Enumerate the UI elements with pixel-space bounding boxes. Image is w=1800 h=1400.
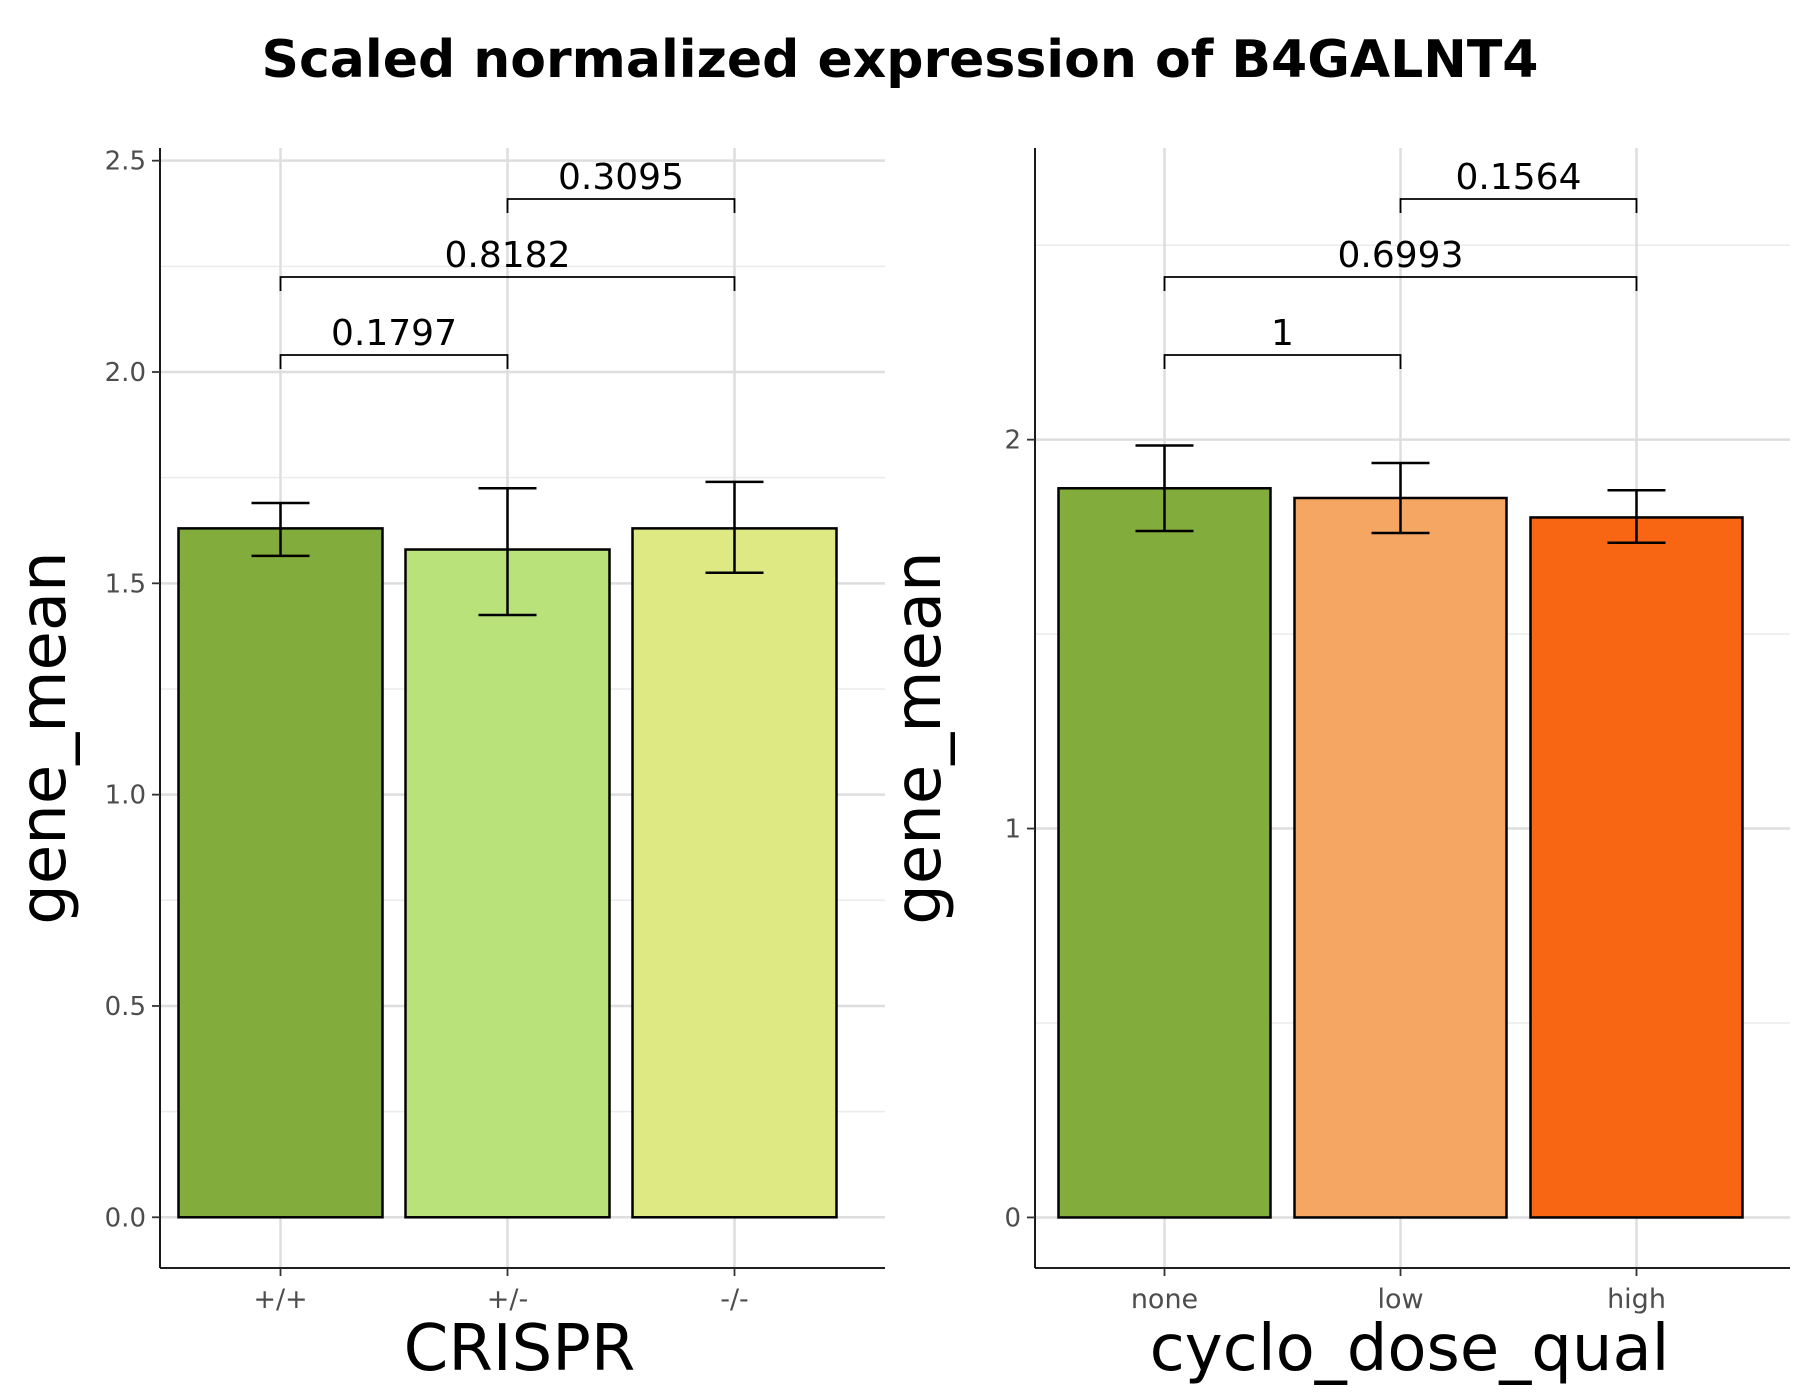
comparison-label: 0.6993 <box>1338 235 1464 276</box>
x-axis-title: CRISPR <box>404 1312 636 1386</box>
bar-none <box>1057 487 1272 1219</box>
comparison-label: 0.1564 <box>1456 157 1582 198</box>
y-axis-title: gene_mean <box>7 551 81 924</box>
comparison-bracket <box>279 276 736 291</box>
y-tick-label: 0 <box>1004 1203 1021 1233</box>
y-tick-label: 0.5 <box>105 992 146 1022</box>
bar-+/- <box>404 548 611 1219</box>
x-tick-label: high <box>1607 1284 1666 1315</box>
comparison-bracket <box>279 354 509 369</box>
bar-low <box>1293 496 1508 1219</box>
comparison-label: 1 <box>1271 313 1294 354</box>
chart-title: Scaled normalized expression of B4GALNT4 <box>261 30 1539 90</box>
y-tick-label: 2.0 <box>105 358 146 388</box>
bar-high <box>1529 516 1744 1219</box>
comparison-bracket <box>1399 198 1638 213</box>
bar--/- <box>631 527 838 1219</box>
y-tick-label: 2.5 <box>105 147 146 177</box>
comparison-bracket <box>1163 354 1402 369</box>
bar-+/+ <box>177 527 384 1219</box>
x-tick-label: low <box>1377 1284 1423 1315</box>
x-tick-label: +/+ <box>253 1284 307 1315</box>
x-tick-label: -/- <box>720 1284 749 1315</box>
y-tick-label: 1.0 <box>105 781 146 811</box>
y-tick-label: 0.0 <box>105 1203 146 1233</box>
x-tick-label: none <box>1131 1284 1198 1315</box>
y-tick-label: 1 <box>1004 815 1021 845</box>
panel-1: 0.1797 0.8182 0.3095 0.0 0.5 1.0 1.5 2.0 2.5 +/+ +… <box>7 147 885 1386</box>
y-tick-label: 1.5 <box>105 569 146 599</box>
comparison-label: 0.1797 <box>331 313 457 354</box>
comparison-bracket <box>1163 276 1638 291</box>
comparison-label: 0.8182 <box>445 235 571 276</box>
x-tick-label: +/- <box>487 1284 528 1315</box>
panel-2: 1 0.6993 0.1564 0 1 2 none low highcyclo_dose_qu… <box>882 148 1790 1386</box>
comparison-bracket <box>506 198 736 213</box>
y-axis-title: gene_mean <box>882 551 956 924</box>
x-axis-title: cyclo_dose_qual <box>1150 1312 1670 1386</box>
comparison-label: 0.3095 <box>558 157 684 198</box>
y-tick-label: 2 <box>1004 426 1021 456</box>
